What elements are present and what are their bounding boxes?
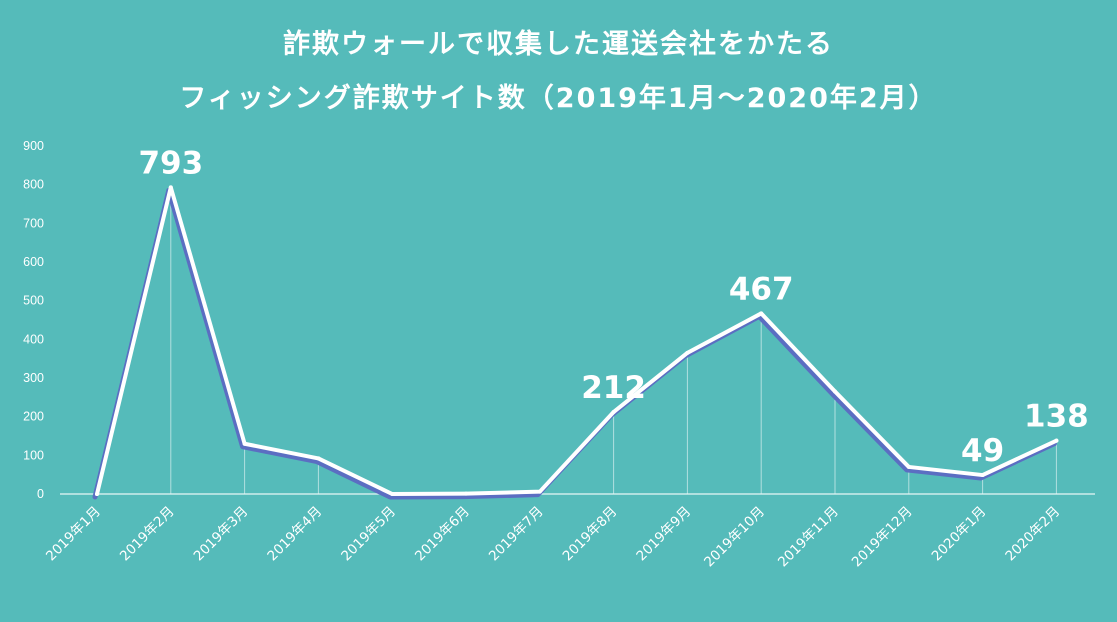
y-tick-label: 100: [23, 448, 44, 462]
y-tick-label: 800: [23, 178, 44, 192]
x-tick-label: 2019年8月: [560, 504, 621, 565]
y-tick-label: 500: [23, 294, 44, 308]
chart-title-line-2: フィッシング詐欺サイト数（2019年1月～2020年2月）: [179, 83, 938, 114]
data-point: [611, 410, 616, 415]
y-tick-label: 0: [37, 487, 44, 501]
series-line-shadow: [92, 187, 1057, 500]
x-tick-label: 2019年3月: [191, 504, 252, 565]
x-tick-label: 2019年9月: [633, 504, 694, 565]
x-tick-label: 2019年4月: [264, 504, 325, 565]
data-label: 212: [581, 370, 646, 406]
y-tick-label: 900: [23, 139, 44, 153]
y-tick-label: 400: [23, 332, 44, 346]
data-point: [316, 456, 321, 461]
x-tick-label: 2019年11月: [775, 504, 842, 571]
x-tick-label: 2019年10月: [701, 504, 768, 571]
x-tick-label: 2020年2月: [1002, 504, 1063, 565]
series-line: [95, 185, 1059, 496]
chart-title-line-1: 詐欺ウォールで収集した運送会社をかたる: [283, 29, 834, 60]
data-label: 793: [138, 145, 203, 181]
x-tick-label: 2019年5月: [338, 504, 399, 565]
y-tick-label: 600: [23, 255, 44, 269]
data-point: [242, 441, 247, 446]
data-label: 467: [729, 271, 794, 307]
x-tick-label: 2019年2月: [117, 504, 178, 565]
x-tick-label: 2019年6月: [412, 504, 473, 565]
data-point: [95, 492, 99, 496]
data-point: [1054, 438, 1059, 443]
data-point: [685, 350, 690, 355]
y-tick-label: 700: [23, 216, 44, 230]
x-tick-label: 2019年12月: [849, 504, 916, 571]
data-point: [906, 464, 911, 469]
data-label: 138: [1024, 399, 1089, 435]
y-tick-label: 200: [23, 410, 44, 424]
data-point: [537, 489, 542, 494]
data-point: [833, 389, 837, 394]
x-tick-label: 2020年1月: [929, 504, 990, 565]
x-tick-label: 2019年7月: [486, 504, 547, 565]
data-point: [759, 311, 764, 316]
data-label: 49: [961, 433, 1004, 469]
y-tick-label: 300: [23, 371, 44, 385]
data-point: [980, 473, 985, 478]
x-tick-label: 2019年1月: [43, 504, 104, 565]
data-point: [390, 492, 395, 496]
data-point: [464, 491, 468, 496]
data-point: [168, 185, 173, 190]
